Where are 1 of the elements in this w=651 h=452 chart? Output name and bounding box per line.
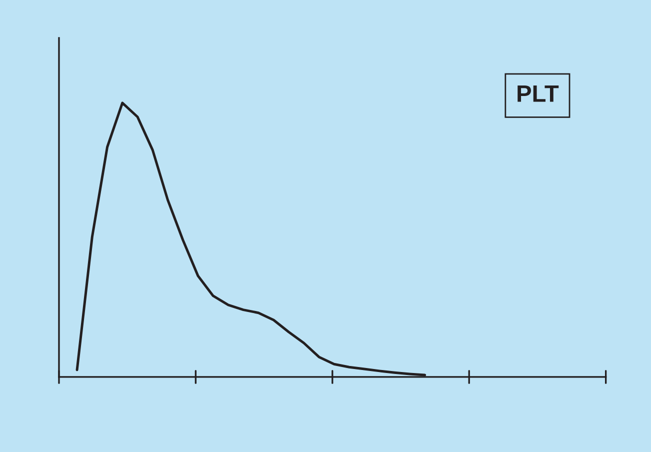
text: PLT [518, 85, 559, 102]
